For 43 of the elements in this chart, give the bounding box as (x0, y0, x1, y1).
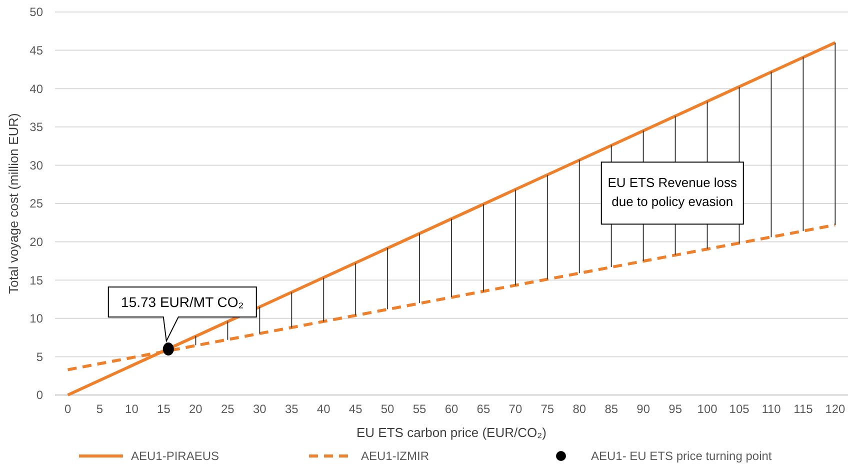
x-tick-label: 50 (380, 402, 395, 416)
x-tick-label: 100 (697, 402, 718, 416)
annotation: 15.73 EUR/MT CO₂ (121, 294, 244, 310)
y-tick-label: 0 (36, 388, 44, 402)
x-tick-label: 110 (762, 402, 782, 416)
x-tick-label: 40 (316, 402, 331, 416)
x-tick-label: 0 (64, 402, 72, 416)
y-tick-label: 15 (30, 273, 44, 288)
y-tick-label: 40 (30, 82, 44, 96)
x-tick-label: 120 (825, 402, 846, 416)
y-tick-label: 25 (30, 196, 44, 211)
x-tick-label: 80 (572, 402, 586, 416)
x-tick-label: 60 (444, 402, 458, 416)
legend-label: AEU1- EU ETS price turning point (591, 449, 772, 463)
y-tick-label: 50 (30, 5, 44, 20)
x-tick-label: 10 (125, 402, 139, 416)
annotation: EU ETS Revenue loss due to policy evasion (608, 175, 738, 210)
x-tick-label: 55 (412, 402, 427, 416)
x-tick-label: 105 (729, 402, 750, 416)
x-tick-label: 75 (540, 402, 554, 416)
x-tick-label: 45 (348, 402, 363, 416)
legend-label: AEU1-PIRAEUS (131, 449, 220, 463)
y-axis-title: Total voyage cost (million EUR) (6, 113, 21, 294)
y-tick-label: 5 (36, 350, 44, 364)
x-tick-label: 20 (189, 402, 203, 416)
y-tick-label: 45 (30, 44, 44, 58)
x-axis-title: EU ETS carbon price (EUR/CO₂) (356, 425, 546, 440)
x-tick-label: 90 (636, 402, 650, 416)
x-tick-label: 85 (604, 402, 618, 416)
x-tick-label: 115 (794, 402, 814, 416)
x-tick-label: 35 (284, 402, 299, 416)
y-tick-label: 35 (30, 120, 44, 134)
x-tick-label: 25 (220, 402, 235, 416)
x-tick-label: 65 (476, 402, 490, 416)
y-tick-label: 20 (30, 235, 44, 249)
x-tick-label: 70 (508, 402, 522, 416)
x-tick-label: 95 (668, 402, 682, 416)
legend-label: AEU1-IZMIR (361, 449, 430, 463)
x-tick-label: 15 (157, 402, 171, 416)
y-tick-label: 10 (30, 312, 44, 326)
x-tick-label: 5 (96, 402, 104, 416)
x-tick-label: 30 (252, 402, 267, 416)
y-tick-label: 30 (30, 158, 44, 172)
